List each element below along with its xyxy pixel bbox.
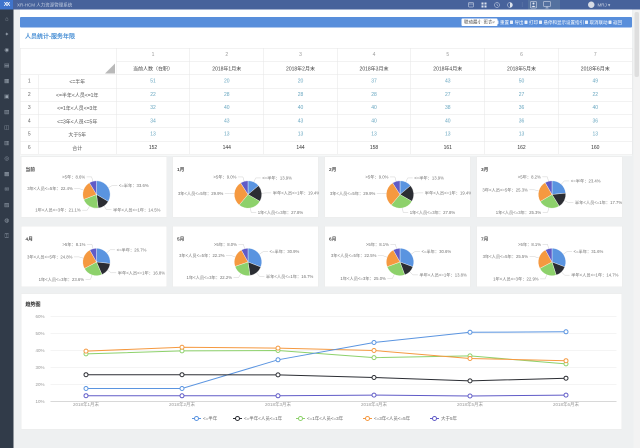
svg-text:<=半年：33.6%: <=半年：33.6% [119, 182, 149, 189]
svg-text:半年<人员<=1年：14.5%: 半年<人员<=1年：14.5% [113, 206, 161, 213]
svg-text:30%: 30% [35, 365, 44, 370]
svg-text:2018年2月末: 2018年2月末 [169, 401, 196, 408]
svg-text:40%: 40% [35, 348, 44, 353]
svg-text:3年<人员<=5年：22.2%: 3年<人员<=5年：22.2% [179, 252, 225, 259]
svg-text:<=半年: <=半年 [203, 415, 218, 422]
svg-text:1年<人员<=3年：25.3%: 1年<人员<=3年：25.3% [496, 209, 542, 216]
svg-text:<=半年<人员<=1年: <=半年<人员<=1年 [244, 415, 283, 422]
svg-text:>5年：8.0%: >5年：8.0% [214, 241, 237, 248]
svg-text:大于5年: 大于5年 [441, 415, 458, 422]
svg-text:>5年：9.0%: >5年：9.0% [365, 173, 388, 180]
svg-text:1年<人员<=3年：21.1%: 1年<人员<=3年：21.1% [35, 207, 81, 214]
svg-text:>5年：8.1%: >5年：8.1% [366, 241, 389, 248]
svg-text:1年<人员<=3年：27.8%: 1年<人员<=3年：27.8% [410, 209, 456, 216]
svg-text:半年<人员<=1年：16.7%: 半年<人员<=1年：16.7% [266, 273, 314, 280]
svg-text:2018年4月末: 2018年4月末 [361, 401, 388, 408]
svg-text:半年<人员<=1年：16.8%: 半年<人员<=1年：16.8% [118, 269, 166, 276]
svg-text:1年<人员<=3年：22.2%: 1年<人员<=3年：22.2% [187, 274, 233, 281]
svg-text:<=半年：13.9%: <=半年：13.9% [414, 174, 444, 181]
svg-text:1年<人员<=3年：23.6%: 1年<人员<=3年：23.6% [39, 276, 85, 283]
svg-text:3年<人员<=5年：25.5%: 3年<人员<=5年：25.5% [483, 253, 529, 260]
svg-text:3年<人员<=5年：29.9%: 3年<人员<=5年：29.9% [178, 190, 224, 197]
svg-text:>5年：8.1%: >5年：8.1% [62, 241, 85, 248]
svg-text:<=半年：13.9%: <=半年：13.9% [262, 174, 292, 181]
svg-text:10%: 10% [35, 399, 44, 404]
svg-text:50%: 50% [35, 331, 44, 336]
svg-text:3年<人员<=5年：25.3%: 3年<人员<=5年：25.3% [482, 186, 528, 193]
svg-text:<=半年：26.7%: <=半年：26.7% [117, 246, 147, 253]
svg-text:>5年：9.0%: >5年：9.0% [213, 173, 236, 180]
svg-text:半年<人员<=1年：13.8%: 半年<人员<=1年：13.8% [419, 271, 467, 278]
svg-text:>5年：8.6%: >5年：8.6% [62, 173, 85, 180]
svg-text:<=3年<人员<=5年: <=3年<人员<=5年 [374, 415, 411, 422]
svg-text:<=半年：30.6%: <=半年：30.6% [421, 248, 451, 255]
svg-text:半年<人员<=1年：17.7%: 半年<人员<=1年：17.7% [575, 199, 623, 206]
svg-text:半年<人员<=1年：19.4%: 半年<人员<=1年：19.4% [425, 189, 471, 196]
svg-text:>5年：8.1%: >5年：8.1% [518, 241, 541, 248]
svg-text:1年<人员<=3年：22.9%: 1年<人员<=3年：22.9% [493, 275, 539, 282]
svg-text:半年<人员<=1年：14.7%: 半年<人员<=1年：14.7% [571, 272, 619, 279]
svg-text:<=半年：30.9%: <=半年：30.9% [270, 248, 300, 255]
svg-text:1年<人员<=3年：27.8%: 1年<人员<=3年：27.8% [258, 209, 304, 216]
svg-text:<=半年：31.6%: <=半年：31.6% [574, 248, 604, 255]
svg-text:<=1年<人员<=3年: <=1年<人员<=3年 [307, 415, 344, 422]
svg-text:<=半年：23.4%: <=半年：23.4% [571, 177, 601, 184]
svg-text:2018年5月末: 2018年5月末 [457, 401, 484, 408]
svg-text:>5年：8.2%: >5年：8.2% [518, 173, 541, 180]
svg-text:3年<人员<=5年：24.8%: 3年<人员<=5年：24.8% [27, 253, 73, 260]
svg-text:2018年6月末: 2018年6月末 [553, 401, 580, 408]
svg-text:2018年3月末: 2018年3月末 [265, 401, 292, 408]
svg-text:20%: 20% [35, 382, 44, 387]
svg-text:3年<人员<=5年：29.9%: 3年<人员<=5年：29.9% [330, 190, 376, 197]
svg-text:半年<人员<=1年：19.4%: 半年<人员<=1年：19.4% [273, 189, 319, 196]
svg-text:1年<人员<=3年：25.0%: 1年<人员<=3年：25.0% [340, 275, 386, 282]
svg-text:60%: 60% [35, 314, 44, 319]
svg-text:3年<人员<=5年：22.4%: 3年<人员<=5年：22.4% [27, 185, 73, 192]
svg-text:3年<人员<=5年：22.5%: 3年<人员<=5年：22.5% [331, 252, 377, 259]
svg-text:2018年1月末: 2018年1月末 [73, 401, 100, 408]
